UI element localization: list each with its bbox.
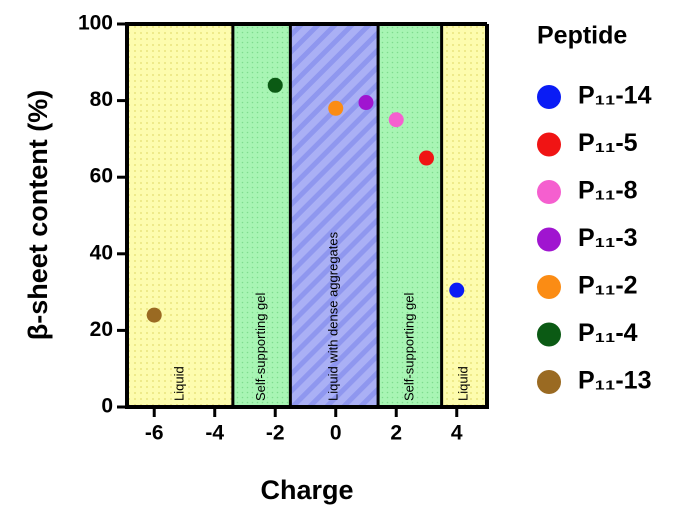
legend-marker	[537, 370, 561, 394]
point	[146, 307, 162, 323]
x-tick-label: -6	[145, 422, 164, 445]
point	[449, 282, 465, 298]
legend-text: P₁₁-5	[578, 129, 638, 157]
point	[418, 150, 434, 166]
y-tick-label: 60	[90, 165, 113, 188]
x-tick-label: 0	[330, 422, 342, 445]
point	[388, 112, 404, 128]
region-pattern	[441, 24, 487, 407]
legend-marker	[537, 85, 561, 109]
legend-marker	[537, 132, 561, 157]
point	[267, 77, 283, 93]
legend-text: P₁₁-3	[578, 224, 638, 252]
point	[328, 100, 344, 116]
point	[358, 95, 374, 111]
y-axis-title: β-sheet content (%)	[23, 90, 53, 341]
region-pattern	[290, 24, 379, 407]
x-axis-title: Charge	[260, 475, 353, 505]
region-label: Liquid	[171, 366, 186, 401]
region-label: Self-supporting gel	[401, 292, 416, 401]
x-tick-label: 2	[390, 422, 402, 445]
legend-marker	[537, 180, 561, 204]
y-tick-label: 20	[90, 318, 113, 341]
region-pattern	[127, 24, 233, 407]
y-tick-label: 80	[90, 88, 113, 111]
legend-title: Peptide	[537, 22, 627, 50]
x-tick-label: 4	[451, 422, 463, 445]
legend-text: P₁₁-14	[578, 82, 652, 110]
x-tick-label: -4	[205, 422, 224, 445]
legend-marker	[537, 322, 561, 347]
y-tick-label: 100	[78, 12, 113, 35]
region-label: Liquid	[456, 366, 471, 401]
legend-marker	[537, 275, 561, 299]
y-tick-label: 40	[90, 241, 113, 264]
region-pattern	[378, 24, 442, 407]
y-tick-label: 0	[101, 395, 113, 418]
x-tick-label: -2	[266, 422, 285, 445]
region-label: Liquid with dense aggregates	[326, 231, 341, 401]
legend-marker	[537, 227, 561, 252]
legend-text: P₁₁-13	[578, 367, 652, 395]
legend-text: P₁₁-4	[578, 319, 638, 347]
legend-text: P₁₁-2	[578, 272, 638, 300]
legend-text: P₁₁-8	[578, 177, 638, 205]
region-label: Self-supporting gel	[253, 292, 268, 401]
